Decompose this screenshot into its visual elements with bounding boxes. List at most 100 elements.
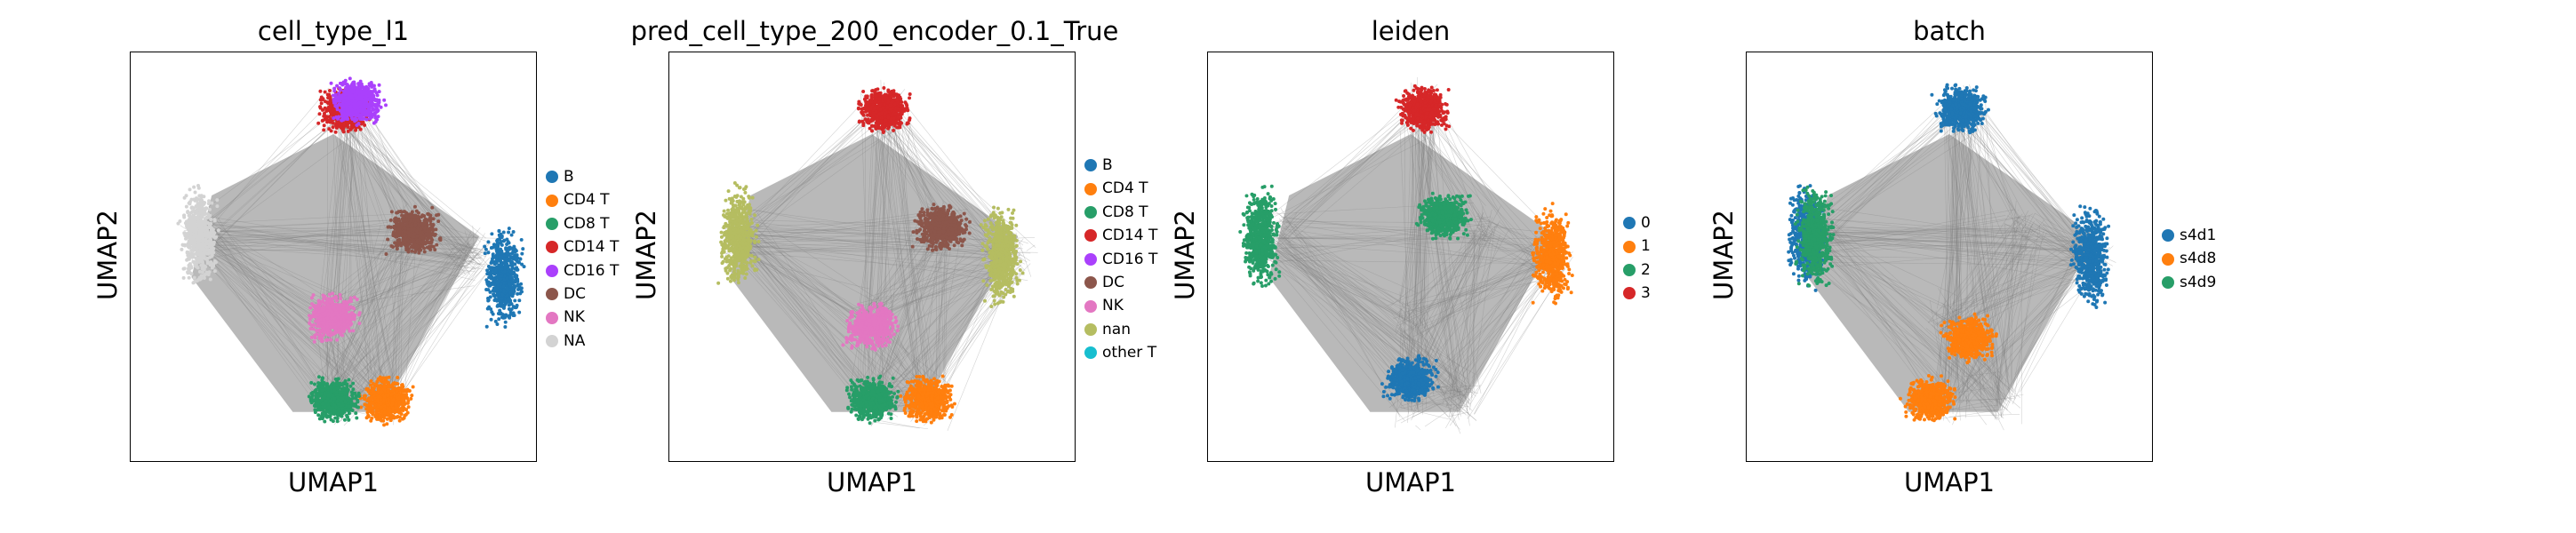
data-point bbox=[421, 214, 426, 219]
data-point bbox=[353, 116, 357, 121]
data-point bbox=[314, 319, 318, 323]
data-point bbox=[338, 409, 342, 413]
data-point bbox=[384, 376, 388, 380]
cluster-na bbox=[176, 184, 220, 285]
data-point bbox=[485, 282, 490, 286]
data-point bbox=[311, 293, 316, 298]
data-point bbox=[324, 338, 329, 342]
data-point bbox=[319, 392, 324, 396]
data-point bbox=[369, 378, 373, 383]
data-point bbox=[350, 394, 355, 398]
data-point bbox=[500, 250, 504, 254]
data-point bbox=[354, 89, 358, 93]
data-point bbox=[414, 209, 419, 213]
data-point bbox=[512, 280, 516, 284]
data-point bbox=[372, 97, 377, 101]
data-point bbox=[197, 194, 202, 198]
panel-title: cell_type_l1 bbox=[257, 16, 410, 46]
data-point bbox=[329, 322, 333, 326]
data-point bbox=[325, 324, 330, 329]
data-point bbox=[395, 405, 399, 410]
data-point bbox=[309, 401, 314, 405]
data-point bbox=[316, 304, 320, 308]
data-point bbox=[322, 111, 326, 115]
data-point bbox=[338, 381, 342, 386]
data-point bbox=[344, 314, 348, 318]
data-point bbox=[436, 219, 441, 224]
data-point bbox=[311, 327, 316, 331]
data-point bbox=[327, 306, 332, 310]
data-point bbox=[364, 416, 369, 420]
data-point bbox=[376, 389, 380, 394]
data-point bbox=[503, 324, 508, 329]
data-point bbox=[397, 219, 402, 224]
data-point bbox=[516, 287, 520, 291]
data-point bbox=[412, 204, 417, 209]
data-point bbox=[395, 389, 399, 394]
data-point bbox=[316, 375, 321, 379]
data-point bbox=[380, 415, 385, 419]
data-point bbox=[388, 218, 393, 222]
data-point bbox=[318, 333, 323, 338]
data-point bbox=[403, 388, 407, 393]
data-point bbox=[332, 316, 337, 321]
data-point bbox=[348, 91, 352, 96]
data-point bbox=[382, 407, 387, 411]
data-point bbox=[341, 386, 346, 391]
data-point bbox=[389, 210, 394, 214]
data-point bbox=[333, 304, 338, 308]
data-point bbox=[374, 411, 379, 416]
data-point bbox=[363, 113, 367, 117]
data-point bbox=[335, 110, 340, 115]
data-point bbox=[329, 385, 333, 389]
data-point bbox=[386, 413, 390, 418]
data-point bbox=[503, 320, 508, 324]
data-point bbox=[382, 394, 387, 399]
data-point bbox=[330, 388, 334, 393]
data-point bbox=[499, 262, 503, 266]
data-point bbox=[210, 234, 214, 238]
data-point bbox=[316, 324, 321, 329]
data-point bbox=[395, 219, 399, 223]
data-point bbox=[363, 397, 367, 402]
data-point bbox=[499, 240, 503, 244]
data-point bbox=[378, 378, 382, 382]
data-point bbox=[207, 207, 212, 211]
data-point bbox=[327, 118, 332, 123]
cluster-b bbox=[483, 227, 526, 329]
data-point bbox=[396, 375, 400, 379]
data-point bbox=[425, 237, 429, 242]
data-point bbox=[375, 417, 380, 421]
data-point bbox=[372, 403, 377, 408]
data-point bbox=[413, 243, 418, 248]
data-point bbox=[330, 302, 334, 306]
data-point bbox=[394, 216, 398, 220]
panel-cell-type-l1: cell_type_l1 UMAP2 UMAP1 B CD4 T CD8 T CD14… bbox=[0, 0, 644, 533]
data-point bbox=[316, 313, 320, 317]
data-point bbox=[506, 297, 510, 301]
data-point bbox=[401, 417, 405, 421]
data-point bbox=[430, 227, 435, 231]
data-point bbox=[344, 87, 348, 91]
data-point bbox=[376, 115, 380, 119]
data-point bbox=[325, 316, 330, 321]
data-point bbox=[486, 271, 491, 275]
data-point bbox=[367, 107, 372, 111]
data-point bbox=[395, 393, 399, 397]
data-point bbox=[350, 408, 355, 412]
data-point bbox=[375, 397, 380, 402]
data-point bbox=[488, 290, 492, 294]
data-point bbox=[307, 394, 311, 399]
data-point bbox=[484, 247, 488, 251]
data-point bbox=[335, 419, 340, 424]
data-point bbox=[332, 331, 336, 336]
data-point bbox=[187, 245, 191, 250]
data-point bbox=[494, 258, 499, 262]
data-point bbox=[337, 91, 341, 96]
data-point bbox=[340, 399, 344, 403]
data-point bbox=[397, 415, 402, 419]
data-point bbox=[391, 245, 396, 249]
data-point bbox=[347, 411, 351, 416]
data-point bbox=[329, 338, 333, 342]
data-point bbox=[346, 402, 350, 405]
